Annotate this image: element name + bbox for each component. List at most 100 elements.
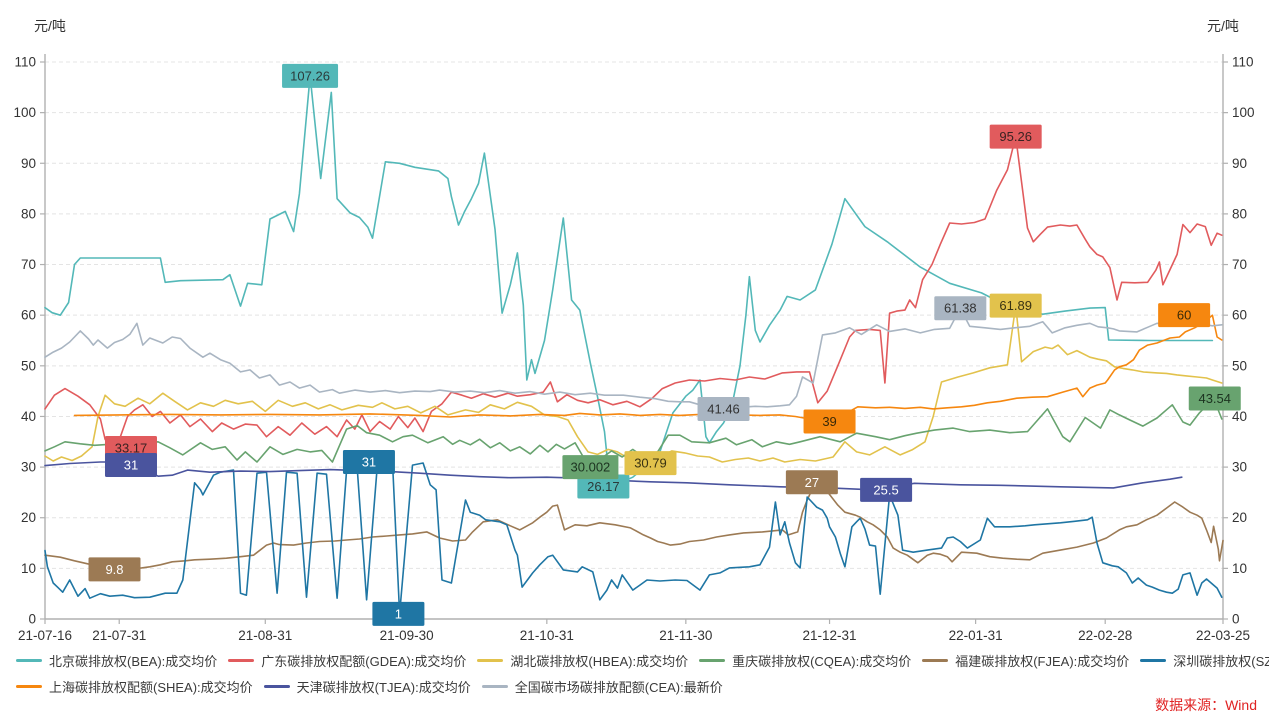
y-tick-label-left: 90 xyxy=(21,156,36,171)
series-line xyxy=(44,307,1223,410)
legend-item[interactable]: 广东碳排放权配额(GDEA):成交均价 xyxy=(228,651,466,670)
plot-area: 0 0 10 10 20 20 30 30 40 40 50 50 60 60 70 70 80 80 90 90 10… xyxy=(13,54,1255,643)
value-label-box xyxy=(342,450,395,475)
legend-row: 北京碳排放权(BEA):成交均价 广东碳排放权配额(GDEA):成交均价 湖北碳排放… xyxy=(16,651,1269,670)
value-label-text: 27 xyxy=(805,475,819,490)
y-tick-label-left: 110 xyxy=(14,55,36,70)
series-line xyxy=(44,304,1223,464)
legend-item[interactable]: 全国碳市场碳排放配额(CEA):最新价 xyxy=(481,677,723,696)
value-label-box xyxy=(282,63,339,88)
value-label-text: 60 xyxy=(1177,308,1191,323)
y-tick-label-left: 40 xyxy=(21,409,36,424)
x-tick-label: 21-07-31 xyxy=(92,628,146,643)
value-label-text: 33.17 xyxy=(115,441,148,456)
y-tick-label-right: 110 xyxy=(1232,55,1254,70)
y-tick-label-left: 60 xyxy=(21,308,36,323)
legend-label: 全国碳市场碳排放配额(CEA):最新价 xyxy=(514,680,723,695)
legend-label: 深圳碳排放权(SZA):成交均价 xyxy=(1173,654,1269,669)
value-label-text: 30.79 xyxy=(634,456,667,471)
y-tick-label-left: 80 xyxy=(21,206,36,221)
legend-item[interactable]: 深圳碳排放权(SZA):成交均价 xyxy=(1140,651,1269,670)
value-label-box xyxy=(697,397,750,422)
value-label-box xyxy=(562,455,619,480)
legend-item[interactable]: 重庆碳排放权(CQEA):成交均价 xyxy=(699,651,911,670)
value-label-text: 25.5 xyxy=(873,482,898,497)
value-label-box xyxy=(372,601,425,626)
value-label-box xyxy=(1158,303,1211,328)
value-label-text: 30.002 xyxy=(571,460,611,475)
legend-item[interactable]: 湖北碳排放权(HBEA):成交均价 xyxy=(477,651,688,670)
x-tick-label: 21-10-31 xyxy=(520,628,574,643)
x-tick-label: 21-09-30 xyxy=(380,628,434,643)
legend-row: 上海碳排放权配额(SHEA):成交均价 天津碳排放权(TJEA):成交均价 全国碳市… xyxy=(16,677,1260,696)
legend-item[interactable]: 北京碳排放权(BEA):成交均价 xyxy=(16,651,217,670)
value-label-box xyxy=(624,451,677,476)
legend-swatch-icon xyxy=(1140,659,1167,662)
y-axis-unit-left: 元/吨 xyxy=(34,18,66,34)
legend-swatch-icon xyxy=(16,685,42,688)
y-tick-label-left: 30 xyxy=(21,460,36,475)
x-tick-label: 21-08-31 xyxy=(238,628,292,643)
legend-label: 福建碳排放权(FJEA):成交均价 xyxy=(955,654,1130,669)
value-label-box xyxy=(88,557,141,582)
legend-item[interactable]: 福建碳排放权(FJEA):成交均价 xyxy=(922,651,1129,670)
legend-label: 北京碳排放权(BEA):成交均价 xyxy=(49,654,218,669)
legend-label: 广东碳排放权配额(GDEA):成交均价 xyxy=(261,654,467,669)
y-tick-label-left: 50 xyxy=(21,358,36,373)
x-tick-label: 21-07-16 xyxy=(18,628,72,643)
legend-label: 天津碳排放权(TJEA):成交均价 xyxy=(296,680,471,695)
y-tick-label-right: 70 xyxy=(1232,257,1247,272)
y-tick-label-right: 0 xyxy=(1232,612,1240,627)
value-label-box xyxy=(785,470,838,495)
legend-swatch-icon xyxy=(16,659,42,662)
x-tick-label: 22-03-25 xyxy=(1196,628,1250,643)
value-label-box xyxy=(577,474,630,499)
legend-label: 上海碳排放权配额(SHEA):成交均价 xyxy=(49,680,253,695)
y-tick-label-left: 100 xyxy=(13,105,36,120)
legend-item[interactable]: 天津碳排放权(TJEA):成交均价 xyxy=(263,677,471,696)
value-label-box xyxy=(989,124,1042,149)
value-label-text: 107.26 xyxy=(290,68,330,83)
y-tick-label-right: 30 xyxy=(1232,460,1247,475)
y-tick-label-right: 20 xyxy=(1232,510,1247,525)
value-label-box xyxy=(1188,386,1241,411)
series-line xyxy=(44,135,1223,452)
y-tick-label-right: 80 xyxy=(1232,206,1247,221)
value-label-box xyxy=(934,296,987,321)
legend-item[interactable]: 上海碳排放权配额(SHEA):成交均价 xyxy=(16,677,253,696)
x-tick-label: 22-01-31 xyxy=(949,628,1003,643)
data-source-note: 数据来源：Wind xyxy=(1155,697,1257,713)
value-label-text: 9.8 xyxy=(105,562,123,577)
series-line xyxy=(44,75,1214,488)
value-label-text: 61.89 xyxy=(999,298,1032,313)
value-label-text: 41.46 xyxy=(707,402,740,417)
legend-swatch-icon xyxy=(477,659,504,662)
legend-swatch-icon xyxy=(228,659,255,662)
value-label-text: 31 xyxy=(362,455,376,470)
y-tick-label-left: 20 xyxy=(21,510,36,525)
value-label-box xyxy=(104,453,157,478)
x-tick-label: 22-02-28 xyxy=(1078,628,1132,643)
x-tick-label: 21-11-30 xyxy=(659,628,712,643)
value-label-box xyxy=(989,293,1042,318)
y-tick-label-right: 100 xyxy=(1232,105,1255,120)
value-label-text: 31 xyxy=(124,458,138,473)
y-axis-unit-right: 元/吨 xyxy=(1207,18,1239,34)
y-tick-label-left: 70 xyxy=(21,257,36,272)
legend-swatch-icon xyxy=(481,685,508,688)
value-label-text: 1 xyxy=(395,606,402,621)
legend-label: 重庆碳排放权(CQEA):成交均价 xyxy=(732,654,912,669)
series-line xyxy=(44,461,1183,491)
x-tick-label: 21-12-31 xyxy=(803,628,857,643)
y-tick-label-right: 50 xyxy=(1232,358,1247,373)
value-label-text: 26.17 xyxy=(587,479,620,494)
legend-label: 湖北碳排放权(HBEA):成交均价 xyxy=(510,654,689,669)
series-line xyxy=(44,481,1224,571)
y-tick-label-right: 90 xyxy=(1232,156,1247,171)
legend-swatch-icon xyxy=(263,685,290,688)
legend: 北京碳排放权(BEA):成交均价 广东碳排放权配额(GDEA):成交均价 湖北碳排放… xyxy=(16,651,1269,696)
legend-swatch-icon xyxy=(699,659,726,662)
value-label-box xyxy=(803,409,856,434)
legend-swatch-icon xyxy=(922,659,949,662)
value-label-text: 39 xyxy=(822,414,836,429)
